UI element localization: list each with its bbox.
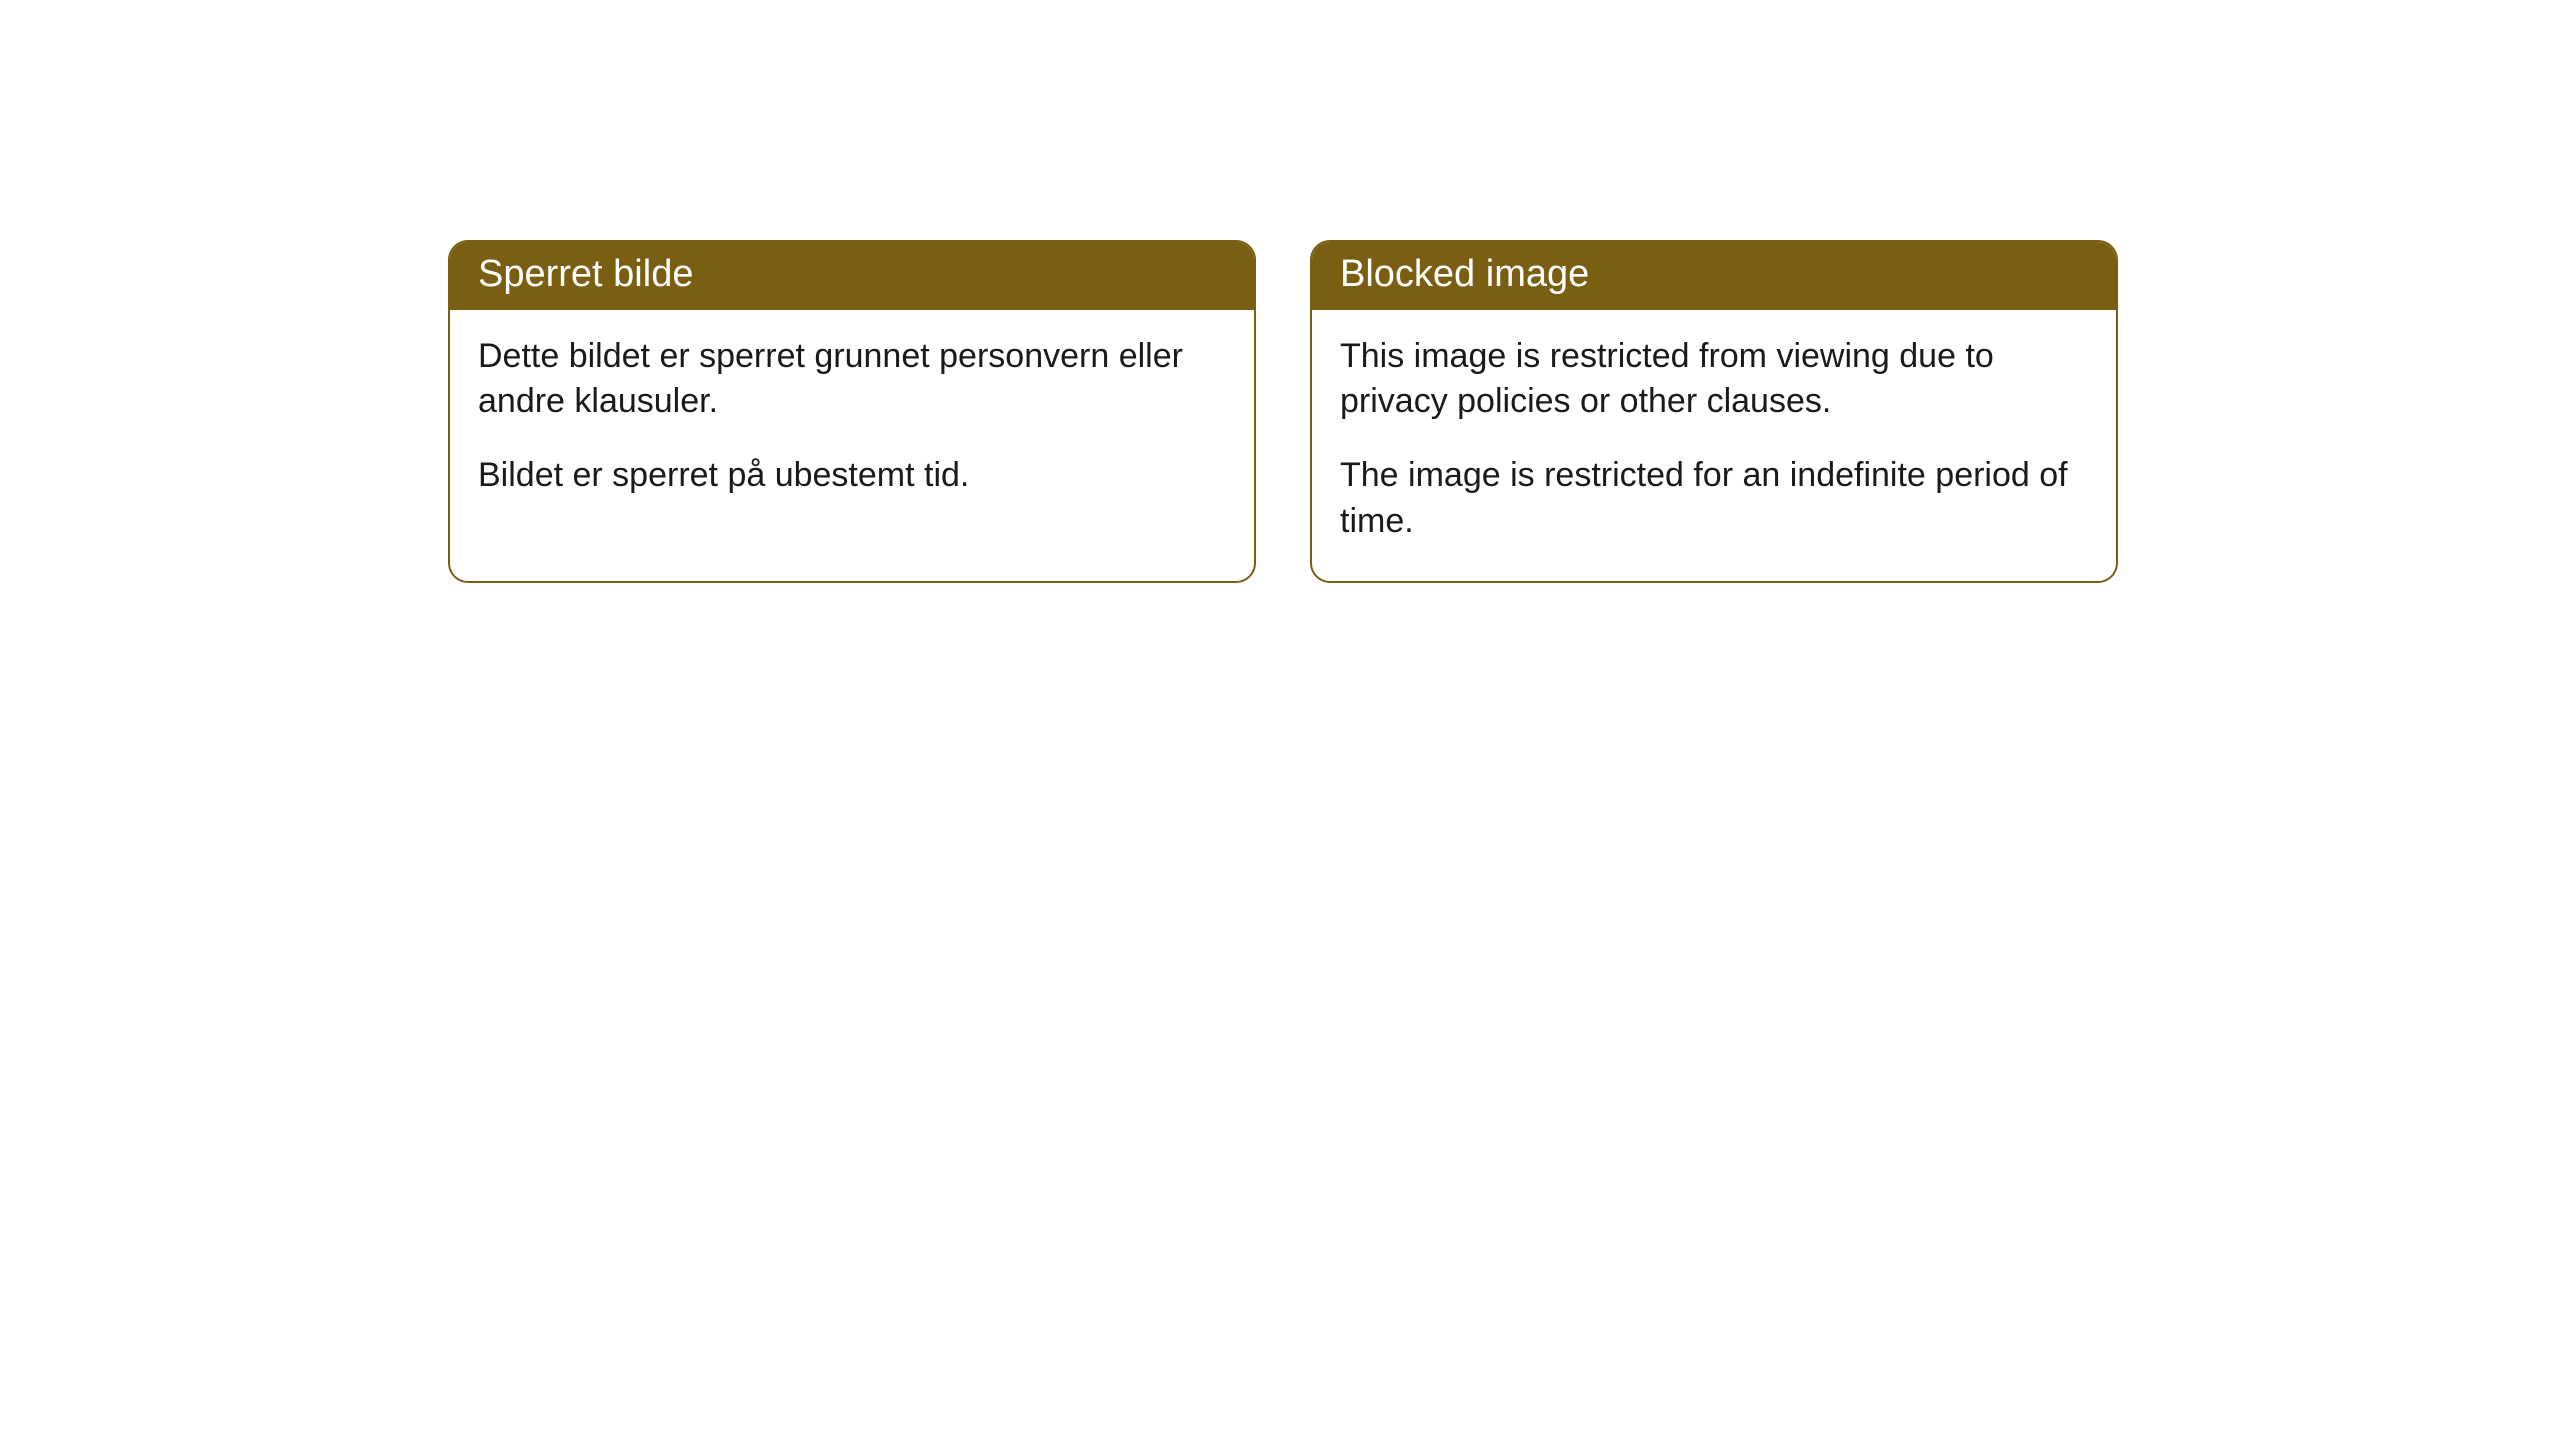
card-paragraph: Bildet er sperret på ubestemt tid. [478,453,1226,499]
card-paragraph: The image is restricted for an indefinit… [1340,453,2088,545]
card-body: Dette bildet er sperret grunnet personve… [450,310,1254,536]
card-title: Blocked image [1312,242,2116,310]
card-paragraph: Dette bildet er sperret grunnet personve… [478,334,1226,426]
card-paragraph: This image is restricted from viewing du… [1340,334,2088,426]
card-title: Sperret bilde [450,242,1254,310]
card-body: This image is restricted from viewing du… [1312,310,2116,582]
blocked-image-card-no: Sperret bilde Dette bildet er sperret gr… [448,240,1256,583]
blocked-image-card-en: Blocked image This image is restricted f… [1310,240,2118,583]
cards-container: Sperret bilde Dette bildet er sperret gr… [0,0,2560,583]
